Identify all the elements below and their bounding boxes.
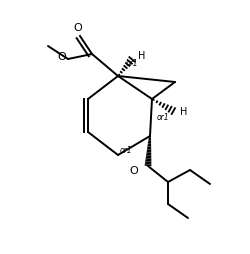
Text: O: O [57,52,66,62]
Text: O: O [74,23,82,33]
Text: H: H [180,107,188,117]
Text: or1: or1 [157,113,170,122]
Text: or1: or1 [126,59,138,68]
Text: O: O [129,166,138,176]
Text: H: H [138,51,145,61]
Text: or1: or1 [120,146,132,155]
